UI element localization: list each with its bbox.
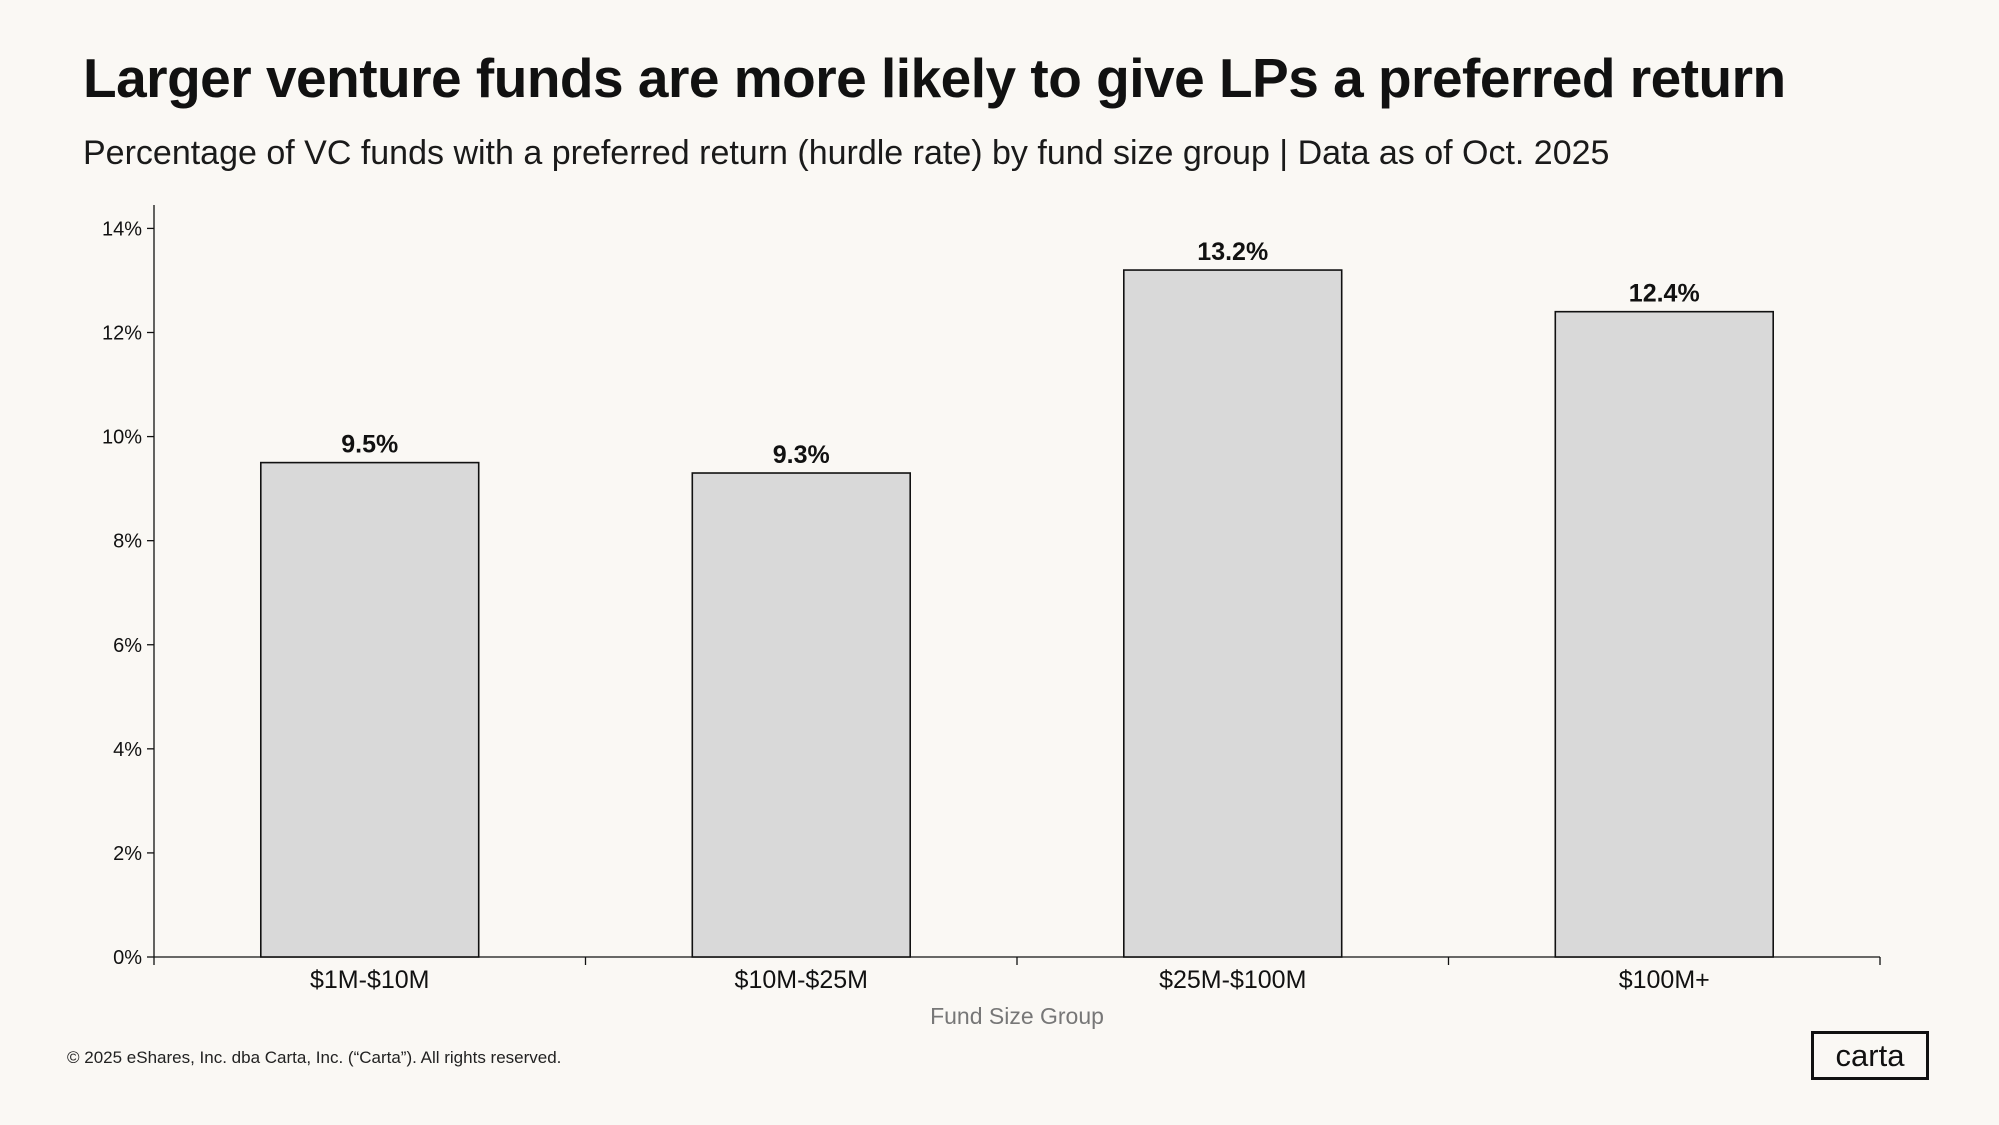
y-tick-label: 0% — [113, 947, 142, 969]
y-tick-label: 14% — [102, 218, 142, 240]
bar-value-label: 13.2% — [1197, 238, 1268, 266]
y-tick-label: 6% — [113, 635, 142, 657]
bar-value-label: 12.4% — [1629, 280, 1700, 308]
y-tick-label: 4% — [113, 739, 142, 761]
y-tick-label: 12% — [102, 323, 142, 345]
bar-value-label: 9.5% — [341, 431, 398, 459]
bar — [1122, 269, 1343, 958]
chart-subtitle: Percentage of VC funds with a preferred … — [83, 134, 1610, 172]
y-tick-label: 10% — [102, 427, 142, 449]
y-tick-label: 2% — [113, 843, 142, 865]
y-tick-label: 8% — [113, 531, 142, 553]
x-category-label: $25M-$100M — [1159, 966, 1306, 994]
x-category-label: $100M+ — [1619, 966, 1710, 994]
copyright-notice: © 2025 eShares, Inc. dba Carta, Inc. (“C… — [67, 1048, 562, 1067]
x-category-label: $10M-$25M — [735, 966, 868, 994]
carta-logo: carta — [1811, 1031, 1929, 1080]
bar — [259, 461, 480, 958]
bar — [1554, 310, 1775, 958]
bar — [691, 472, 912, 958]
x-category-label: $1M-$10M — [310, 966, 430, 994]
bar-value-label: 9.3% — [773, 441, 830, 469]
chart-title: Larger venture funds are more likely to … — [83, 47, 1786, 109]
x-axis-title: Fund Size Group — [930, 1003, 1104, 1029]
